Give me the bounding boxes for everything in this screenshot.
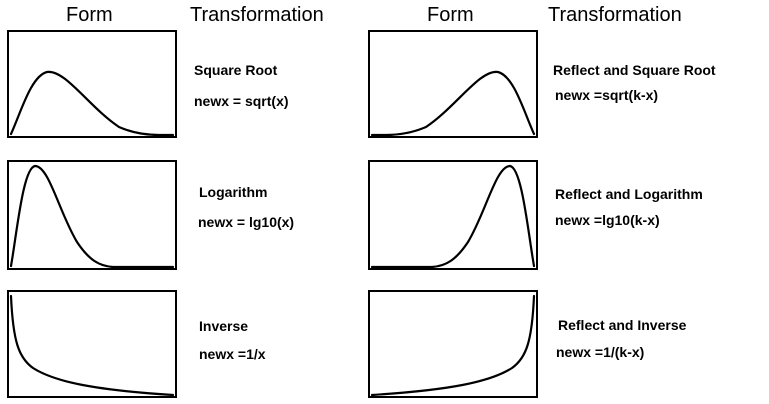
logarithm-formula: newx = lg10(x): [198, 214, 295, 230]
form-panel-reflect-inverse: [368, 290, 538, 398]
inverse-formula: newx =1/x: [199, 346, 266, 362]
substantial-negative-skew-curve: [370, 164, 536, 268]
reflect-inverse-label: Reflect and Inverse: [558, 317, 687, 333]
inverse-label: Inverse: [199, 318, 249, 334]
form-panel-reflect-logarithm: [368, 160, 538, 270]
form-panel-square-root: [7, 30, 177, 138]
square-root-label: Square Root: [194, 62, 278, 78]
form-panel-logarithm: [7, 160, 177, 270]
logarithm-label: Logarithm: [199, 184, 268, 200]
reflect-logarithm-formula: newx =lg10(k-x): [555, 212, 660, 228]
square-root-formula: newx = sqrt(x): [194, 93, 289, 109]
reflect-logarithm-label: Reflect and Logarithm: [555, 186, 703, 202]
right-form-header: Form: [427, 4, 474, 26]
moderate-positive-skew-curve: [9, 70, 175, 136]
left-transformation-header: Transformation: [190, 4, 324, 26]
left-form-header: Form: [66, 4, 113, 26]
reflect-inverse-formula: newx =1/(k-x): [556, 344, 645, 360]
substantial-positive-skew-curve: [9, 164, 175, 268]
form-panel-reflect-square-root: [368, 30, 538, 138]
severe-positive-skew-curve: [9, 294, 175, 396]
form-panel-inverse: [7, 290, 177, 398]
reflect-square-root-formula: newx =sqrt(k-x): [555, 87, 659, 103]
reflect-square-root-label: Reflect and Square Root: [553, 62, 716, 78]
moderate-negative-skew-curve: [370, 70, 536, 136]
right-transformation-header: Transformation: [548, 4, 682, 26]
severe-negative-skew-curve: [370, 294, 536, 396]
